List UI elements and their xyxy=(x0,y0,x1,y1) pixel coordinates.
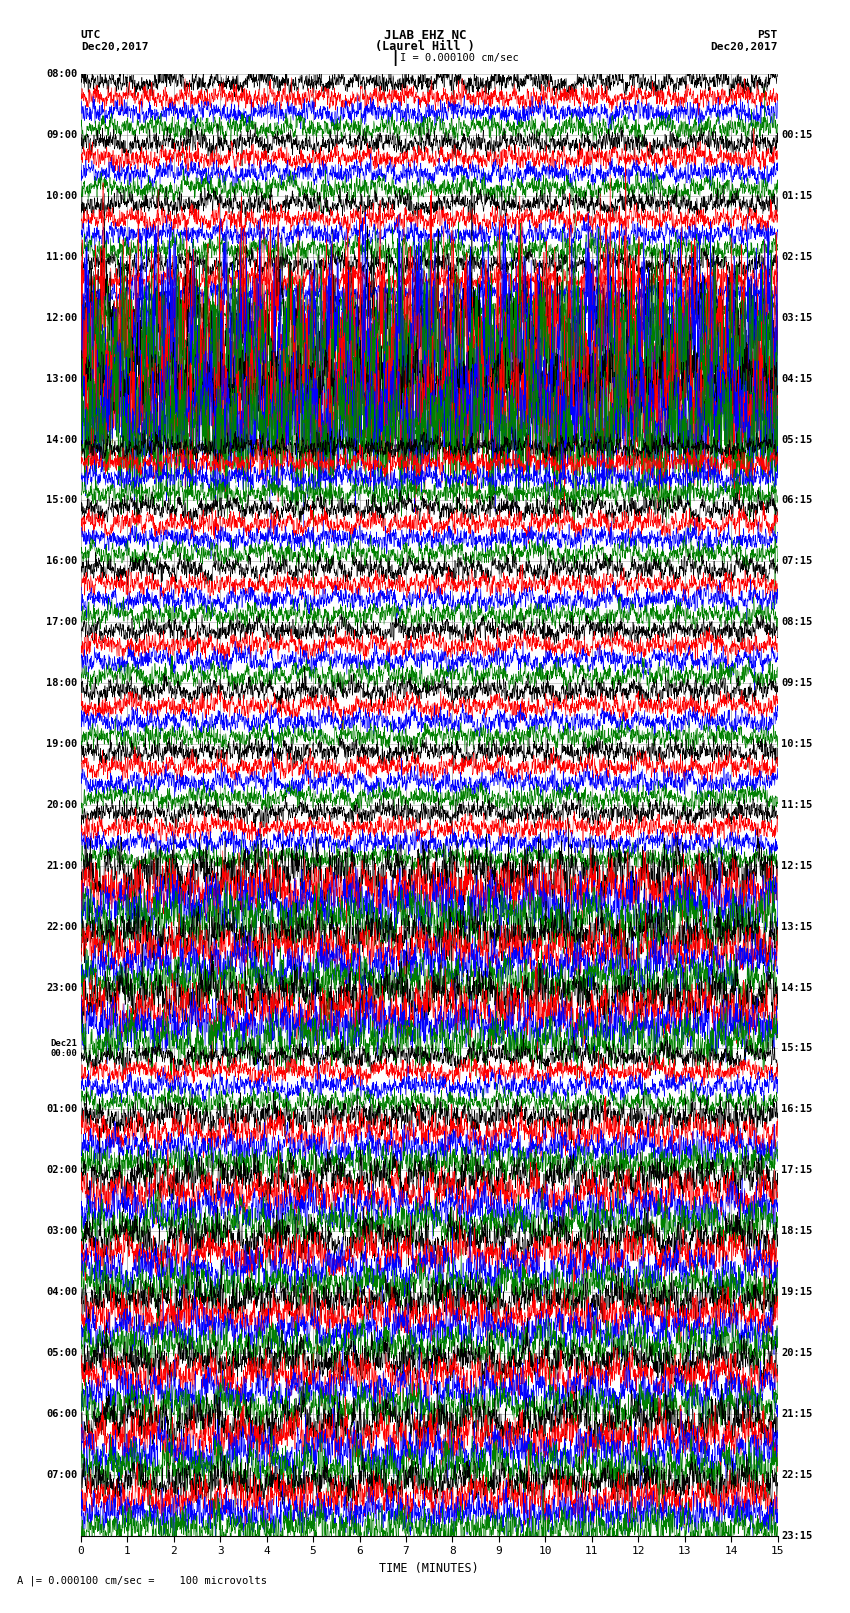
Text: 21:15: 21:15 xyxy=(781,1408,813,1419)
Text: 12:15: 12:15 xyxy=(781,861,813,871)
Text: JLAB EHZ NC: JLAB EHZ NC xyxy=(383,29,467,42)
Text: 15:15: 15:15 xyxy=(781,1044,813,1053)
Text: 11:00: 11:00 xyxy=(46,252,77,261)
Text: Dec21
00:00: Dec21 00:00 xyxy=(50,1039,77,1058)
Text: 06:00: 06:00 xyxy=(46,1408,77,1419)
Text: 07:15: 07:15 xyxy=(781,556,813,566)
Text: 08:00: 08:00 xyxy=(46,69,77,79)
Text: 11:15: 11:15 xyxy=(781,800,813,810)
Text: 18:00: 18:00 xyxy=(46,677,77,689)
Text: 19:15: 19:15 xyxy=(781,1287,813,1297)
Text: 12:00: 12:00 xyxy=(46,313,77,323)
Text: 07:00: 07:00 xyxy=(46,1469,77,1479)
Text: 23:15: 23:15 xyxy=(781,1531,813,1540)
Text: 23:00: 23:00 xyxy=(46,982,77,992)
Text: 22:15: 22:15 xyxy=(781,1469,813,1479)
Text: 00:15: 00:15 xyxy=(781,131,813,140)
Text: 22:00: 22:00 xyxy=(46,921,77,932)
Text: Dec20,2017: Dec20,2017 xyxy=(81,42,148,52)
Text: 19:00: 19:00 xyxy=(46,739,77,748)
Text: 05:15: 05:15 xyxy=(781,434,813,445)
Text: 08:15: 08:15 xyxy=(781,618,813,627)
X-axis label: TIME (MINUTES): TIME (MINUTES) xyxy=(379,1561,479,1574)
Text: 05:00: 05:00 xyxy=(46,1348,77,1358)
Text: 02:00: 02:00 xyxy=(46,1165,77,1176)
Text: PST: PST xyxy=(757,31,778,40)
Text: 10:00: 10:00 xyxy=(46,190,77,202)
Text: 06:15: 06:15 xyxy=(781,495,813,505)
Text: 21:00: 21:00 xyxy=(46,861,77,871)
Text: 04:00: 04:00 xyxy=(46,1287,77,1297)
Text: 09:15: 09:15 xyxy=(781,677,813,689)
Text: I = 0.000100 cm/sec: I = 0.000100 cm/sec xyxy=(400,53,518,63)
Text: 01:15: 01:15 xyxy=(781,190,813,202)
Text: 16:00: 16:00 xyxy=(46,556,77,566)
Text: 20:00: 20:00 xyxy=(46,800,77,810)
Text: 14:00: 14:00 xyxy=(46,434,77,445)
Text: 09:00: 09:00 xyxy=(46,131,77,140)
Text: 02:15: 02:15 xyxy=(781,252,813,261)
Text: Dec20,2017: Dec20,2017 xyxy=(711,42,778,52)
Text: 01:00: 01:00 xyxy=(46,1105,77,1115)
Text: A |= 0.000100 cm/sec =    100 microvolts: A |= 0.000100 cm/sec = 100 microvolts xyxy=(17,1576,267,1586)
Text: 03:00: 03:00 xyxy=(46,1226,77,1236)
Text: 04:15: 04:15 xyxy=(781,374,813,384)
Text: |: | xyxy=(391,50,399,66)
Text: 03:15: 03:15 xyxy=(781,313,813,323)
Text: 13:15: 13:15 xyxy=(781,921,813,932)
Text: 20:15: 20:15 xyxy=(781,1348,813,1358)
Text: (Laurel Hill ): (Laurel Hill ) xyxy=(375,40,475,53)
Text: 17:00: 17:00 xyxy=(46,618,77,627)
Text: 15:00: 15:00 xyxy=(46,495,77,505)
Text: 16:15: 16:15 xyxy=(781,1105,813,1115)
Text: 10:15: 10:15 xyxy=(781,739,813,748)
Text: 17:15: 17:15 xyxy=(781,1165,813,1176)
Text: UTC: UTC xyxy=(81,31,101,40)
Text: 18:15: 18:15 xyxy=(781,1226,813,1236)
Text: 13:00: 13:00 xyxy=(46,374,77,384)
Text: 14:15: 14:15 xyxy=(781,982,813,992)
